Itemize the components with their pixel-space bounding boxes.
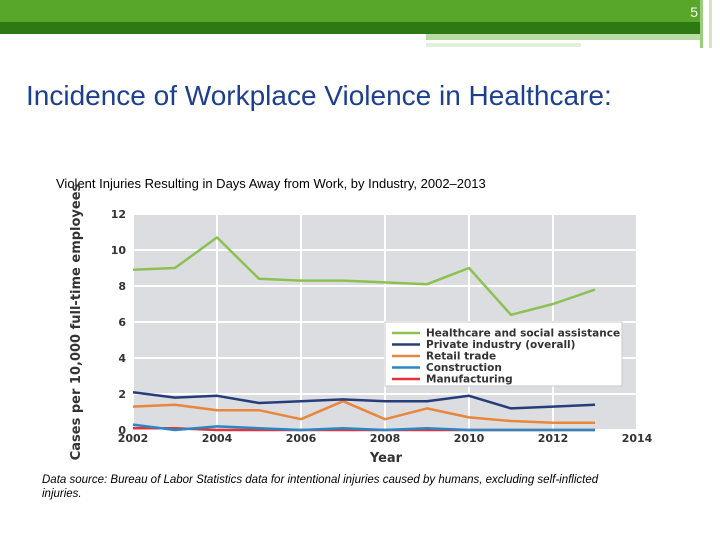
tick-labels: 0 2 4 6 8 10 12 2002 2004 2006 2008 2010 2012 2014 [111, 208, 653, 445]
legend: Healthcare and social assistancePrivate … [384, 321, 623, 387]
x-tick-label: 2004 [202, 432, 233, 445]
x-tick-label: 2012 [538, 432, 569, 445]
y-tick-label: 2 [118, 388, 126, 401]
series-line-healthcare-and-social-assistance [132, 236, 596, 317]
y-tick-label: 12 [111, 208, 126, 221]
x-tick-label: 2014 [622, 432, 653, 445]
data-source-note: Data source: Bureau of Labor Statistics … [42, 474, 599, 500]
legend-label: Healthcare and social assistance [426, 328, 620, 340]
x-tick-label: 2002 [118, 432, 149, 445]
series-line-construction [132, 423, 595, 432]
series-line-private-industry-overall [132, 390, 596, 410]
legend-label: Construction [426, 362, 502, 374]
chart-title: Violent Injuries Resulting in Days Away … [56, 176, 486, 191]
slide-title: Incidence of Workplace Violence in Healt… [26, 80, 612, 111]
x-tick-label: 2010 [454, 432, 485, 445]
y-tick-label: 8 [118, 280, 126, 293]
legend-box [384, 321, 623, 387]
y-tick-label: 4 [118, 352, 126, 365]
series-lines [132, 236, 596, 432]
legend-label: Private industry (overall) [426, 339, 575, 351]
legend-label: Manufacturing [426, 374, 513, 386]
slide-accent-stripe [426, 34, 700, 40]
series-line-retail-trade [132, 399, 595, 425]
y-tick-label: 10 [111, 244, 127, 257]
slide-number: 5 [690, 4, 698, 20]
x-tick-label: 2006 [286, 432, 317, 445]
legend-label: Retail trade [426, 351, 496, 363]
slide-corner-decoration [700, 0, 720, 48]
x-tick-label: 2008 [370, 432, 401, 445]
y-tick-label: 0 [118, 424, 126, 437]
y-tick-label: 6 [118, 316, 126, 329]
y-axis-label: Cases per 10,000 full-time employees [69, 183, 84, 460]
slide-accent-stripe-thin [426, 43, 581, 47]
slide-top-bar [0, 0, 700, 22]
x-axis-label: Year [369, 451, 403, 466]
slide-accent-bar [0, 22, 700, 34]
